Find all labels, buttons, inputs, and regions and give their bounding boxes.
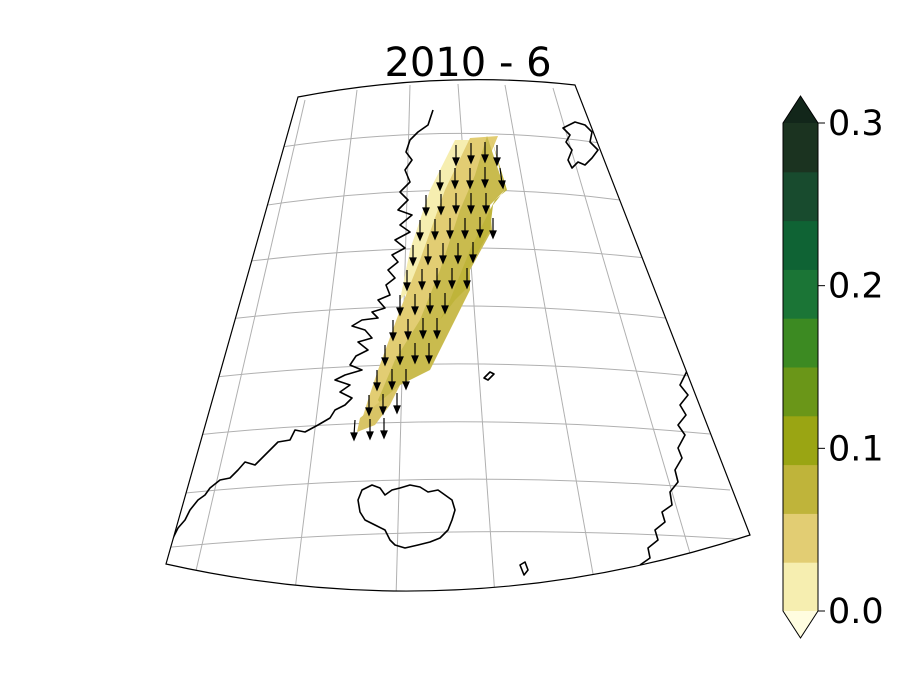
arrow: [366, 419, 374, 441]
meridian-line: [552, 87, 693, 561]
colorbar-segment: [783, 415, 818, 466]
meridian-line: [194, 99, 306, 576]
colorbar-segment: [783, 562, 818, 612]
colorbar-segment: [783, 269, 818, 319]
map-title: 2010 - 6: [384, 40, 551, 86]
arrow: [454, 243, 462, 265]
arrow: [493, 145, 501, 167]
colorbar-tick-label: 0.1: [828, 429, 884, 469]
arrow: [469, 242, 477, 264]
arrow: [380, 418, 388, 440]
arrow: [402, 369, 410, 391]
colorbar-segment: [783, 513, 818, 563]
arrow: [437, 194, 445, 216]
arrow: [489, 218, 497, 240]
colorbar-tick-label: 0.0: [828, 592, 884, 632]
arrow: [482, 193, 490, 215]
arrow: [422, 195, 430, 217]
arrow: [350, 419, 358, 442]
parallel-line: [249, 132, 601, 153]
parallel-line: [166, 478, 731, 496]
arrow: [441, 293, 449, 315]
arrow: [433, 318, 441, 340]
arrow: [452, 145, 460, 167]
colorbar-segment: [783, 367, 818, 417]
colorbar-segment: [783, 123, 818, 173]
arrow: [446, 218, 454, 240]
arrow: [467, 193, 475, 215]
colorbar-segment: [783, 318, 818, 368]
arrow: [381, 345, 389, 367]
arrow: [393, 393, 401, 415]
arrow: [418, 269, 426, 291]
arrow: [424, 244, 432, 266]
iceland-coast: [357, 484, 456, 549]
parallel-line: [189, 363, 691, 381]
arrow: [467, 143, 475, 165]
ice-field: [357, 136, 507, 432]
parallel-line: [166, 531, 750, 549]
arrow: [463, 268, 471, 290]
arrow: [433, 268, 441, 290]
coastlines: [167, 109, 691, 576]
colorbar: 0.0 0.1 0.2 0.3: [782, 95, 884, 639]
arrow: [409, 245, 417, 267]
arrow: [476, 217, 484, 239]
norway-coast: [639, 364, 691, 566]
arrow: [403, 270, 411, 292]
arrow: [431, 219, 439, 241]
arrow: [373, 370, 381, 392]
colorbar-tick-label: 0.2: [828, 267, 884, 307]
map-boundary: [165, 79, 751, 592]
arrow: [419, 318, 427, 340]
colorbar-segment: [783, 464, 818, 514]
arrow: [461, 218, 469, 240]
arrow: [452, 193, 460, 215]
colorbar-extend-min: [783, 611, 818, 638]
arrow: [451, 168, 459, 190]
arrow: [404, 319, 412, 341]
arrow: [416, 220, 424, 242]
map-panel: [166, 83, 750, 592]
arrow: [466, 168, 474, 190]
svalbard-coast: [562, 121, 599, 169]
arrow: [396, 295, 404, 317]
arrow: [497, 167, 506, 190]
greenland-coast: [167, 109, 434, 556]
arrow: [379, 394, 387, 416]
arrow: [396, 344, 404, 366]
colorbar-extend-max: [783, 96, 818, 123]
arrow: [426, 293, 434, 315]
field-band-mid: [378, 136, 505, 410]
arrow: [436, 170, 444, 192]
colorbar-segment: [783, 220, 818, 270]
arrow: [365, 395, 373, 417]
field-band-tail: [357, 385, 400, 432]
colorbar-tick-label: 0.3: [828, 104, 884, 144]
arrow: [388, 369, 396, 391]
colorbar-segment: [783, 171, 818, 222]
arrow: [411, 343, 419, 365]
arrow: [481, 167, 489, 189]
meridian-line: [504, 84, 596, 586]
arrow: [439, 243, 447, 265]
arrow: [389, 320, 397, 342]
arrow: [448, 268, 456, 290]
arrow: [425, 343, 433, 365]
arrow: [481, 142, 489, 164]
faroe-coast: [519, 561, 529, 576]
vector-arrows: [350, 142, 506, 442]
arrow: [411, 294, 419, 316]
parallel-line: [177, 421, 711, 438]
jan-mayen-coast: [483, 371, 495, 381]
meridian-line: [294, 89, 358, 591]
